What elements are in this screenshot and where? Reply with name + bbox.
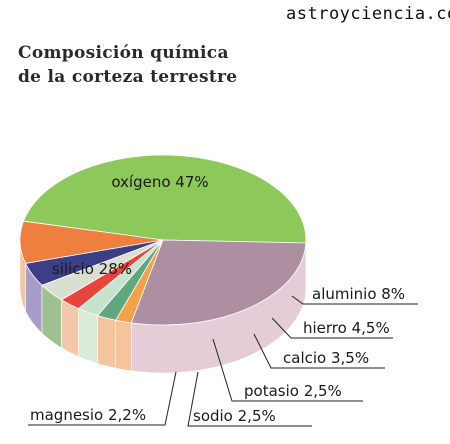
leader-line-magnesio xyxy=(28,371,177,426)
leader-line-calcio xyxy=(253,333,385,369)
pie-slice-silicio xyxy=(130,239,307,326)
leader-line-sodio xyxy=(187,371,312,427)
pie-callouts: aluminio 8% hierro 4,5% calcio 3,5% potasio… xyxy=(28,285,418,427)
slice-label-silicio: silicio 28% xyxy=(52,260,132,278)
pie-inside-labels: oxígeno 47% silicio 28% xyxy=(52,173,209,278)
leader-line-potasio xyxy=(212,338,363,402)
chart-title-line-2: de la corteza terrestre xyxy=(18,67,237,87)
pie-slice-oxigeno xyxy=(22,154,307,244)
slice-label-potasio: potasio 2,5% xyxy=(244,382,342,400)
pie-sides xyxy=(19,239,307,374)
pie-side-sodio xyxy=(78,308,98,365)
slice-label-magnesio: magnesio 2,2% xyxy=(30,406,146,424)
pie-side-extra-7 xyxy=(115,319,132,372)
pie-top xyxy=(19,154,307,326)
leader-line-hierro xyxy=(271,317,393,339)
pie-side-potasio xyxy=(61,299,79,358)
slice-label-oxigeno: oxígeno 47% xyxy=(111,173,208,191)
slice-label-calcio: calcio 3,5% xyxy=(283,349,369,367)
slice-label-sodio: sodio 2,5% xyxy=(193,407,276,425)
pie-side-magnesio xyxy=(97,315,117,369)
slice-label-hierro: hierro 4,5% xyxy=(303,319,390,337)
slice-label-aluminio: aluminio 8% xyxy=(312,285,405,303)
leader-line-aluminio xyxy=(291,295,418,305)
chart-title-line-1: Composición química xyxy=(18,43,229,63)
watermark-text: astroyciencia.com xyxy=(286,4,450,24)
